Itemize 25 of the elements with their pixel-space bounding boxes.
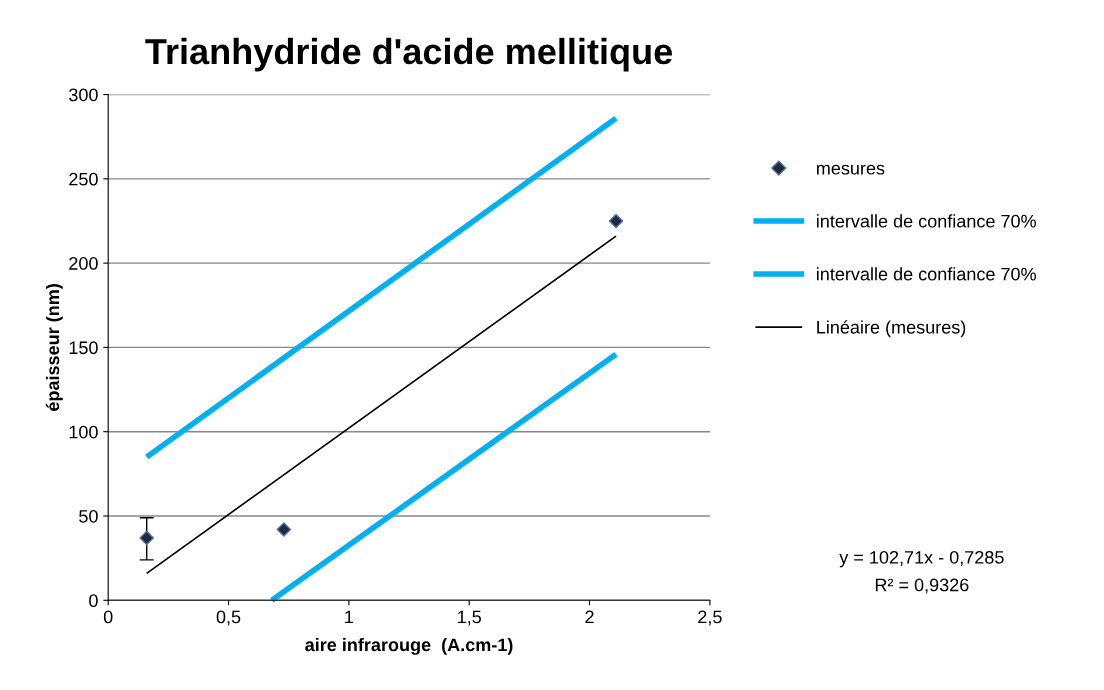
point	[276, 522, 292, 537]
y-tick-label: 300	[69, 88, 98, 102]
x-tick-label: 1,5	[458, 610, 481, 626]
y-tick-label: 100	[69, 425, 98, 439]
y-axis-title: épaisseur (nm)	[45, 284, 63, 411]
point	[608, 213, 624, 229]
x-tick-label: 0,5	[216, 610, 241, 626]
legend-label: Linéaire (mesures)	[817, 320, 966, 338]
y-tick-label: 50	[79, 509, 98, 523]
y-tick-label: 150	[69, 341, 98, 355]
y-tick-label: 0	[89, 594, 98, 608]
x-tick-label: 2	[585, 610, 594, 624]
point	[139, 530, 154, 546]
chart-title: Trianhydride d'acide mellitique	[145, 37, 672, 72]
text: y = 102,71x - 0,7285	[839, 550, 1004, 568]
legend-label: intervalle de confiance 70%	[817, 267, 1036, 281]
y-tick-label: 200	[69, 257, 98, 270]
x-tick-label: 0	[103, 610, 113, 624]
legend-label: mesures	[816, 164, 885, 175]
x-tick-label: 1	[345, 610, 353, 624]
x-axis-title: aire infrarouge (A.cm-1)	[305, 637, 513, 655]
text: R² = 0,9326	[875, 578, 969, 594]
y-tick-label: 250	[69, 172, 98, 186]
legend-label: intervalle de confiance 70%	[817, 214, 1036, 228]
x-tick-label: 2,5	[698, 610, 722, 626]
